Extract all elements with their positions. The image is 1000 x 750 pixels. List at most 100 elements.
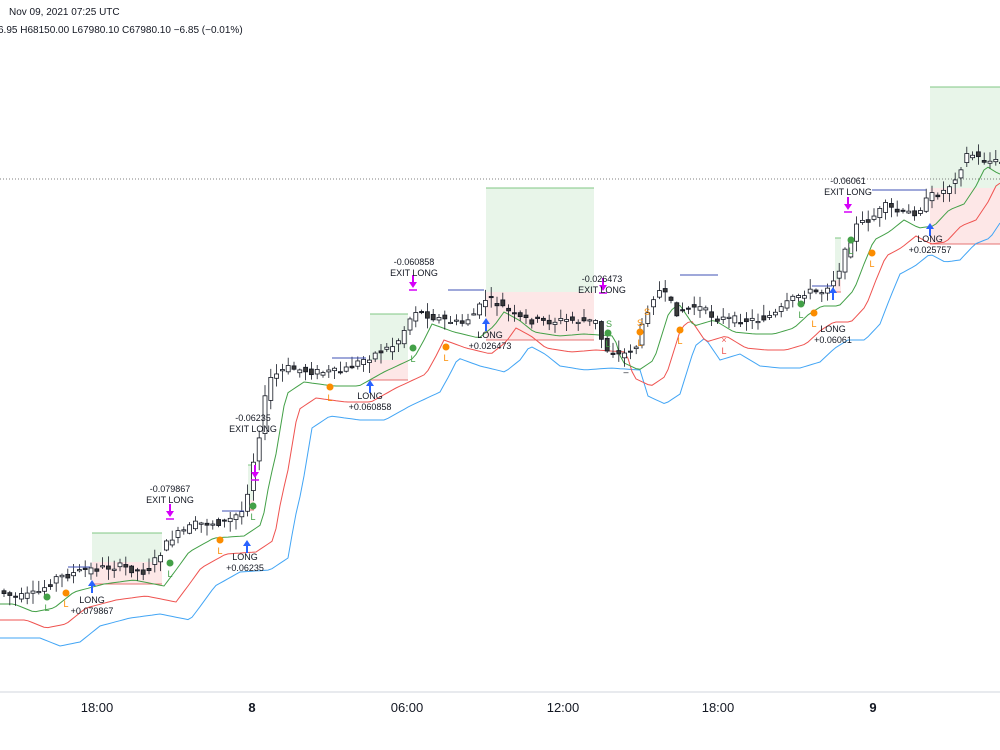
short-signal-letter: S [606, 319, 612, 329]
candle-body [413, 312, 419, 322]
orange-signal-dot [326, 383, 334, 391]
candle-body [877, 208, 883, 219]
orange-signal-letter: L [811, 319, 816, 329]
candle-body [860, 219, 865, 223]
candle-body [552, 321, 558, 325]
candle-body [291, 365, 297, 370]
candle-body [622, 352, 627, 359]
candle-body [117, 562, 123, 568]
candle-body [430, 313, 436, 321]
candle-body [993, 159, 999, 163]
candle-body [512, 312, 517, 315]
candle-body [813, 289, 819, 293]
candle-body [65, 573, 71, 579]
candle-body [71, 572, 76, 577]
candle-body [755, 321, 761, 324]
candle-body [778, 306, 784, 312]
exit-arrow [166, 504, 174, 517]
candle-body [169, 539, 175, 546]
candle-body [7, 592, 13, 596]
candle-body [372, 352, 378, 360]
profit-zone [835, 238, 841, 280]
long-label: LONG [917, 234, 943, 244]
long-entry-arrow [88, 580, 96, 593]
candle-body [488, 296, 494, 299]
candle-body [53, 576, 59, 584]
candle-body [773, 311, 778, 316]
candle-body [424, 311, 430, 319]
exit-profit-value: -0.026473 [582, 274, 623, 284]
candle-body [802, 295, 807, 299]
long-label: LONG [357, 391, 383, 401]
candle-body [790, 295, 796, 301]
long-profit-value: +0.060858 [349, 402, 392, 412]
candle-body [320, 372, 326, 376]
candle-body [13, 595, 19, 598]
candle-body [947, 186, 952, 194]
candle-body [42, 587, 47, 592]
time-tick-label: 18:00 [702, 700, 735, 715]
candle-body [471, 313, 477, 316]
green-signal-letter: L [410, 354, 415, 364]
candle-body [134, 569, 140, 572]
candle-body [158, 555, 164, 563]
candle-body [628, 350, 633, 353]
time-tick-label: 18:00 [81, 700, 114, 715]
long-label: LONG [79, 595, 105, 605]
candle-body [436, 317, 442, 321]
candle-body [662, 288, 668, 293]
candle-body [187, 524, 193, 534]
orange-signal-dot [676, 326, 684, 334]
exit-arrow [251, 465, 259, 478]
candle-body [378, 350, 384, 354]
exit-label: EXIT LONG [229, 424, 277, 434]
candle-body [651, 299, 656, 308]
time-tick-label: 06:00 [391, 700, 424, 715]
orange-signal-letter: L [637, 338, 642, 348]
candle-body [610, 352, 616, 355]
cancel-signal-letter: L [721, 346, 726, 356]
candle-body [256, 437, 262, 462]
long-profit-value: +0.06061 [814, 335, 852, 345]
green-signal-letter: L [250, 512, 255, 522]
orange-signal-letter: L [217, 546, 222, 556]
candle-body [854, 223, 859, 242]
candle-body [657, 290, 662, 298]
green-signal-dot [797, 300, 805, 308]
candle-body [181, 529, 187, 532]
candle-body [883, 202, 888, 213]
candle-body [807, 288, 813, 294]
candle-body [227, 517, 233, 523]
candle-body [819, 292, 825, 295]
candle-body [453, 319, 459, 322]
candle-body [668, 296, 674, 301]
candle-body [129, 565, 135, 574]
candle-body [88, 567, 94, 575]
candle-body [587, 319, 593, 322]
candle-body [233, 514, 239, 520]
candle-body [198, 522, 204, 525]
green-signal-dot [43, 593, 51, 601]
time-tick-label: 8 [248, 700, 255, 715]
candle-body [865, 219, 871, 223]
candle-body [889, 203, 894, 208]
green-signal-dot [249, 502, 257, 510]
candle-body [686, 307, 691, 310]
exit-label: EXIT LONG [578, 285, 626, 295]
candle-body [674, 302, 680, 317]
candle-body [140, 569, 146, 575]
long-label: LONG [232, 552, 258, 562]
long-profit-value: +0.079867 [71, 606, 114, 616]
candle-body [964, 153, 970, 163]
candle-body [308, 368, 314, 376]
green-signal-dot [166, 559, 174, 567]
candle-body [900, 209, 906, 212]
candle-body [500, 299, 506, 307]
long-entry-arrow [482, 318, 490, 331]
candle-body [111, 568, 117, 571]
candle-body [100, 565, 105, 568]
candle-body [314, 369, 320, 375]
candle-body [355, 360, 361, 367]
candle-body [390, 346, 396, 353]
